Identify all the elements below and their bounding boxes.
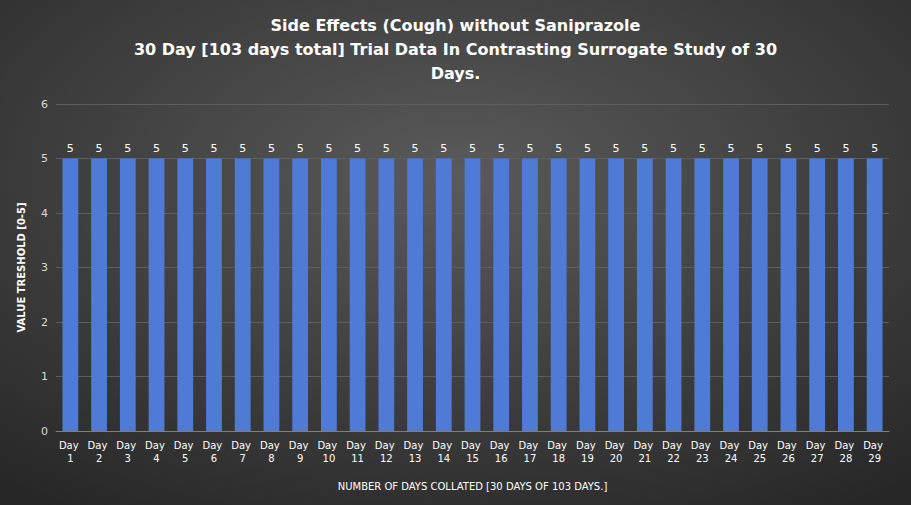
svg-text:Day: Day xyxy=(461,440,484,451)
svg-text:VALUE TRESHOLD [0-5]: VALUE TRESHOLD [0-5] xyxy=(16,202,27,332)
svg-text:4: 4 xyxy=(153,453,159,464)
svg-text:5: 5 xyxy=(41,152,48,165)
svg-text:Day: Day xyxy=(490,440,513,451)
svg-text:0: 0 xyxy=(41,425,48,438)
svg-text:Day: Day xyxy=(116,440,139,451)
svg-text:Day: Day xyxy=(691,440,714,451)
svg-text:11: 11 xyxy=(351,453,364,464)
svg-text:5: 5 xyxy=(440,142,447,155)
svg-text:Day: Day xyxy=(88,440,111,451)
svg-text:5: 5 xyxy=(412,142,419,155)
svg-text:Day: Day xyxy=(375,440,398,451)
svg-text:8: 8 xyxy=(268,453,274,464)
svg-text:Day: Day xyxy=(863,440,886,451)
svg-text:10: 10 xyxy=(323,453,336,464)
svg-text:Day: Day xyxy=(748,440,771,451)
svg-text:5: 5 xyxy=(699,142,706,155)
svg-text:5: 5 xyxy=(785,142,792,155)
svg-text:5: 5 xyxy=(469,142,476,155)
svg-text:19: 19 xyxy=(581,453,594,464)
svg-text:22: 22 xyxy=(667,453,680,464)
svg-text:4: 4 xyxy=(41,207,48,220)
svg-text:Day: Day xyxy=(777,440,800,451)
svg-text:5: 5 xyxy=(613,142,620,155)
svg-text:Day: Day xyxy=(518,440,541,451)
svg-text:NUMBER OF DAYS COLLATED [30 DA: NUMBER OF DAYS COLLATED [30 DAYS OF 103 … xyxy=(338,481,608,492)
svg-text:Day: Day xyxy=(432,440,455,451)
svg-text:5: 5 xyxy=(555,142,562,155)
svg-text:1: 1 xyxy=(41,370,48,383)
svg-text:5: 5 xyxy=(498,142,505,155)
svg-text:23: 23 xyxy=(696,453,709,464)
svg-text:Days.: Days. xyxy=(431,64,481,83)
svg-text:3: 3 xyxy=(125,453,131,464)
svg-text:1: 1 xyxy=(67,453,73,464)
svg-text:2: 2 xyxy=(96,453,102,464)
svg-text:Day: Day xyxy=(633,440,656,451)
svg-text:20: 20 xyxy=(610,453,623,464)
svg-text:26: 26 xyxy=(782,453,795,464)
svg-text:5: 5 xyxy=(526,142,533,155)
svg-text:5: 5 xyxy=(756,142,763,155)
svg-text:5: 5 xyxy=(297,142,304,155)
svg-text:5: 5 xyxy=(96,142,103,155)
svg-text:Day: Day xyxy=(203,440,226,451)
svg-text:Day: Day xyxy=(260,440,283,451)
svg-text:5: 5 xyxy=(182,453,188,464)
svg-text:5: 5 xyxy=(124,142,131,155)
svg-text:5: 5 xyxy=(814,142,821,155)
svg-text:5: 5 xyxy=(383,142,390,155)
svg-text:Day: Day xyxy=(289,440,312,451)
svg-text:2: 2 xyxy=(41,316,48,329)
svg-text:3: 3 xyxy=(41,261,48,274)
svg-text:Day: Day xyxy=(317,440,340,451)
svg-text:5: 5 xyxy=(670,142,677,155)
svg-text:5: 5 xyxy=(728,142,735,155)
svg-text:27: 27 xyxy=(811,453,824,464)
svg-text:Day: Day xyxy=(174,440,197,451)
svg-text:16: 16 xyxy=(495,453,508,464)
svg-text:15: 15 xyxy=(466,453,479,464)
svg-text:18: 18 xyxy=(552,453,565,464)
svg-text:Day: Day xyxy=(834,440,857,451)
svg-text:5: 5 xyxy=(153,142,160,155)
svg-text:6: 6 xyxy=(41,98,48,111)
svg-text:5: 5 xyxy=(210,142,217,155)
svg-text:9: 9 xyxy=(297,453,303,464)
svg-text:5: 5 xyxy=(641,142,648,155)
svg-text:Day: Day xyxy=(231,440,254,451)
svg-text:Day: Day xyxy=(605,440,628,451)
svg-text:12: 12 xyxy=(380,453,393,464)
svg-text:7: 7 xyxy=(240,453,246,464)
svg-text:28: 28 xyxy=(840,453,853,464)
svg-text:5: 5 xyxy=(239,142,246,155)
svg-text:5: 5 xyxy=(842,142,849,155)
svg-text:Side Effects (Cough) without S: Side Effects (Cough) without Saniprazole xyxy=(271,16,641,35)
svg-text:6: 6 xyxy=(211,453,217,464)
svg-text:Day: Day xyxy=(806,440,829,451)
svg-text:14: 14 xyxy=(437,453,450,464)
svg-text:5: 5 xyxy=(67,142,74,155)
svg-text:Day: Day xyxy=(662,440,685,451)
svg-text:30 Day [103 days total] Trial: 30 Day [103 days total] Trial Data In Co… xyxy=(134,40,777,59)
svg-text:29: 29 xyxy=(868,453,881,464)
svg-text:21: 21 xyxy=(638,453,651,464)
svg-text:5: 5 xyxy=(268,142,275,155)
svg-text:Day: Day xyxy=(547,440,570,451)
svg-text:5: 5 xyxy=(354,142,361,155)
svg-text:Day: Day xyxy=(404,440,427,451)
svg-text:Day: Day xyxy=(59,440,82,451)
svg-text:Day: Day xyxy=(346,440,369,451)
svg-text:5: 5 xyxy=(325,142,332,155)
svg-text:Day: Day xyxy=(576,440,599,451)
svg-text:24: 24 xyxy=(725,453,738,464)
svg-text:5: 5 xyxy=(584,142,591,155)
svg-text:13: 13 xyxy=(409,453,422,464)
svg-text:5: 5 xyxy=(182,142,189,155)
svg-text:17: 17 xyxy=(524,453,537,464)
svg-text:Day: Day xyxy=(145,440,168,451)
svg-text:Day: Day xyxy=(720,440,743,451)
svg-text:25: 25 xyxy=(753,453,766,464)
svg-text:5: 5 xyxy=(871,142,878,155)
